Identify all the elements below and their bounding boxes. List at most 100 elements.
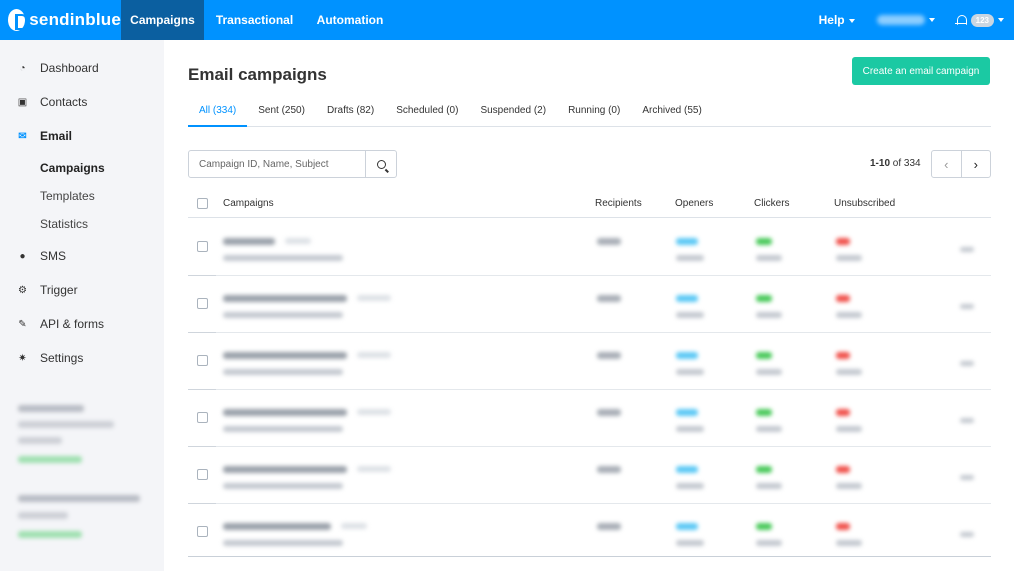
user-menu[interactable] [876, 15, 935, 25]
recipients-redacted [597, 295, 621, 302]
prev-page-button[interactable]: ‹ [932, 151, 961, 177]
sidebar-item-api-forms[interactable]: ✎ API & forms [17, 317, 104, 331]
table-row[interactable] [188, 447, 991, 504]
clickers-rate-redacted [756, 540, 782, 546]
unsubscribed-redacted [836, 352, 850, 359]
row-actions-icon[interactable] [960, 247, 974, 252]
tab-suspended[interactable]: Suspended (2) [480, 105, 547, 116]
openers-rate-redacted [676, 369, 704, 375]
nav-tab-transactional[interactable]: Transactional [215, 13, 294, 27]
row-checkbox[interactable] [197, 241, 208, 252]
nav-tab-automation[interactable]: Automation [316, 13, 384, 27]
create-campaign-button[interactable]: Create an email campaign [852, 57, 990, 85]
campaign-date-redacted [223, 483, 343, 489]
openers-rate-redacted [676, 540, 704, 546]
clickers-redacted [756, 295, 772, 302]
column-openers: Openers [675, 198, 714, 209]
page-title: Email campaigns [188, 65, 327, 84]
campaign-id-redacted [357, 409, 391, 415]
tab-all[interactable]: All (334) [188, 97, 248, 127]
top-navbar: sendinblue Campaigns Transactional Autom… [0, 0, 1014, 40]
row-divider [188, 389, 216, 390]
clickers-redacted [756, 523, 772, 530]
user-name-redacted [876, 15, 925, 25]
campaign-name-redacted [223, 523, 331, 530]
row-checkbox[interactable] [197, 469, 208, 480]
table-row[interactable] [188, 219, 991, 276]
sidebar-item-contacts[interactable]: ▣ Contacts [17, 95, 88, 109]
row-checkbox[interactable] [197, 298, 208, 309]
row-checkbox[interactable] [197, 526, 208, 537]
openers-redacted [676, 352, 698, 359]
clickers-redacted [756, 352, 772, 359]
sidebar-sub-templates[interactable]: Templates [40, 189, 95, 203]
search-button[interactable] [365, 151, 396, 177]
bell-icon [954, 14, 967, 27]
nav-tab-campaigns[interactable]: Campaigns [121, 0, 204, 40]
tab-drafts[interactable]: Drafts (82) [326, 105, 375, 116]
pagination-controls: ‹ › [931, 150, 991, 178]
unsubscribed-rate-redacted [836, 312, 862, 318]
trigger-icon: ⚙ [18, 284, 27, 296]
brand-logo[interactable]: sendinblue [0, 0, 121, 40]
sidebar-sub-campaigns[interactable]: Campaigns [40, 161, 105, 175]
wrench-icon: ✎ [18, 318, 27, 330]
notifications-menu[interactable]: 123 [954, 13, 1004, 27]
row-actions-icon[interactable] [960, 418, 974, 423]
chevron-left-icon: ‹ [944, 156, 949, 172]
row-actions-icon[interactable] [960, 532, 974, 537]
select-all-checkbox[interactable] [197, 198, 208, 209]
openers-redacted [676, 295, 698, 302]
table-row[interactable] [188, 390, 991, 447]
sidebar-sub-statistics[interactable]: Statistics [40, 217, 89, 231]
sidebar-item-label: Dashboard [40, 61, 99, 75]
row-divider [216, 503, 991, 504]
openers-rate-redacted [676, 255, 704, 261]
table-header: Campaigns Recipients Openers Clickers Un… [188, 188, 991, 218]
table-row[interactable] [188, 276, 991, 333]
table-bottom-divider [188, 556, 991, 557]
row-checkbox[interactable] [197, 355, 208, 366]
tab-sent[interactable]: Sent (250) [258, 105, 305, 116]
sidebar-item-dashboard[interactable]: ◔ Dashboard [17, 61, 99, 75]
tab-running[interactable]: Running (0) [568, 105, 621, 116]
row-divider [216, 275, 991, 276]
table-row[interactable] [188, 333, 991, 390]
openers-rate-redacted [676, 483, 704, 489]
search-icon [376, 159, 386, 169]
help-menu[interactable]: Help [819, 13, 855, 27]
search-input[interactable] [189, 151, 365, 177]
campaign-date-redacted [223, 369, 343, 375]
row-divider [188, 503, 216, 504]
row-actions-icon[interactable] [960, 361, 974, 366]
tab-archived[interactable]: Archived (55) [642, 105, 702, 116]
row-actions-icon[interactable] [960, 304, 974, 309]
sidebar-item-settings[interactable]: ✷ Settings [17, 351, 83, 365]
campaign-tabs: All (334) Sent (250) Drafts (82) Schedul… [188, 97, 991, 127]
openers-redacted [676, 409, 698, 416]
sidebar-item-sms[interactable]: ● SMS [17, 249, 66, 263]
row-actions-icon[interactable] [960, 475, 974, 480]
sidebar-item-trigger[interactable]: ⚙ Trigger [17, 283, 78, 297]
pagination-total: of 334 [890, 158, 921, 169]
chevron-down-icon [848, 18, 855, 23]
row-checkbox[interactable] [197, 412, 208, 423]
sidebar-item-label: Settings [40, 351, 84, 365]
column-recipients: Recipients [595, 198, 642, 209]
clickers-rate-redacted [756, 312, 782, 318]
contacts-icon: ▣ [17, 96, 28, 108]
table-row[interactable] [188, 504, 991, 561]
sidebar-item-label: API & forms [40, 317, 105, 331]
unsubscribed-rate-redacted [836, 540, 862, 546]
next-page-button[interactable]: › [960, 151, 991, 177]
column-clickers: Clickers [754, 198, 790, 209]
row-divider [188, 446, 216, 447]
clickers-rate-redacted [756, 483, 782, 489]
brand-name: sendinblue [29, 10, 121, 29]
openers-redacted [676, 523, 698, 530]
clickers-rate-redacted [756, 426, 782, 432]
sidebar-item-email[interactable]: ✉ Email [17, 129, 72, 143]
campaign-date-redacted [223, 426, 343, 432]
tab-scheduled[interactable]: Scheduled (0) [396, 105, 459, 116]
unsubscribed-rate-redacted [836, 483, 862, 489]
